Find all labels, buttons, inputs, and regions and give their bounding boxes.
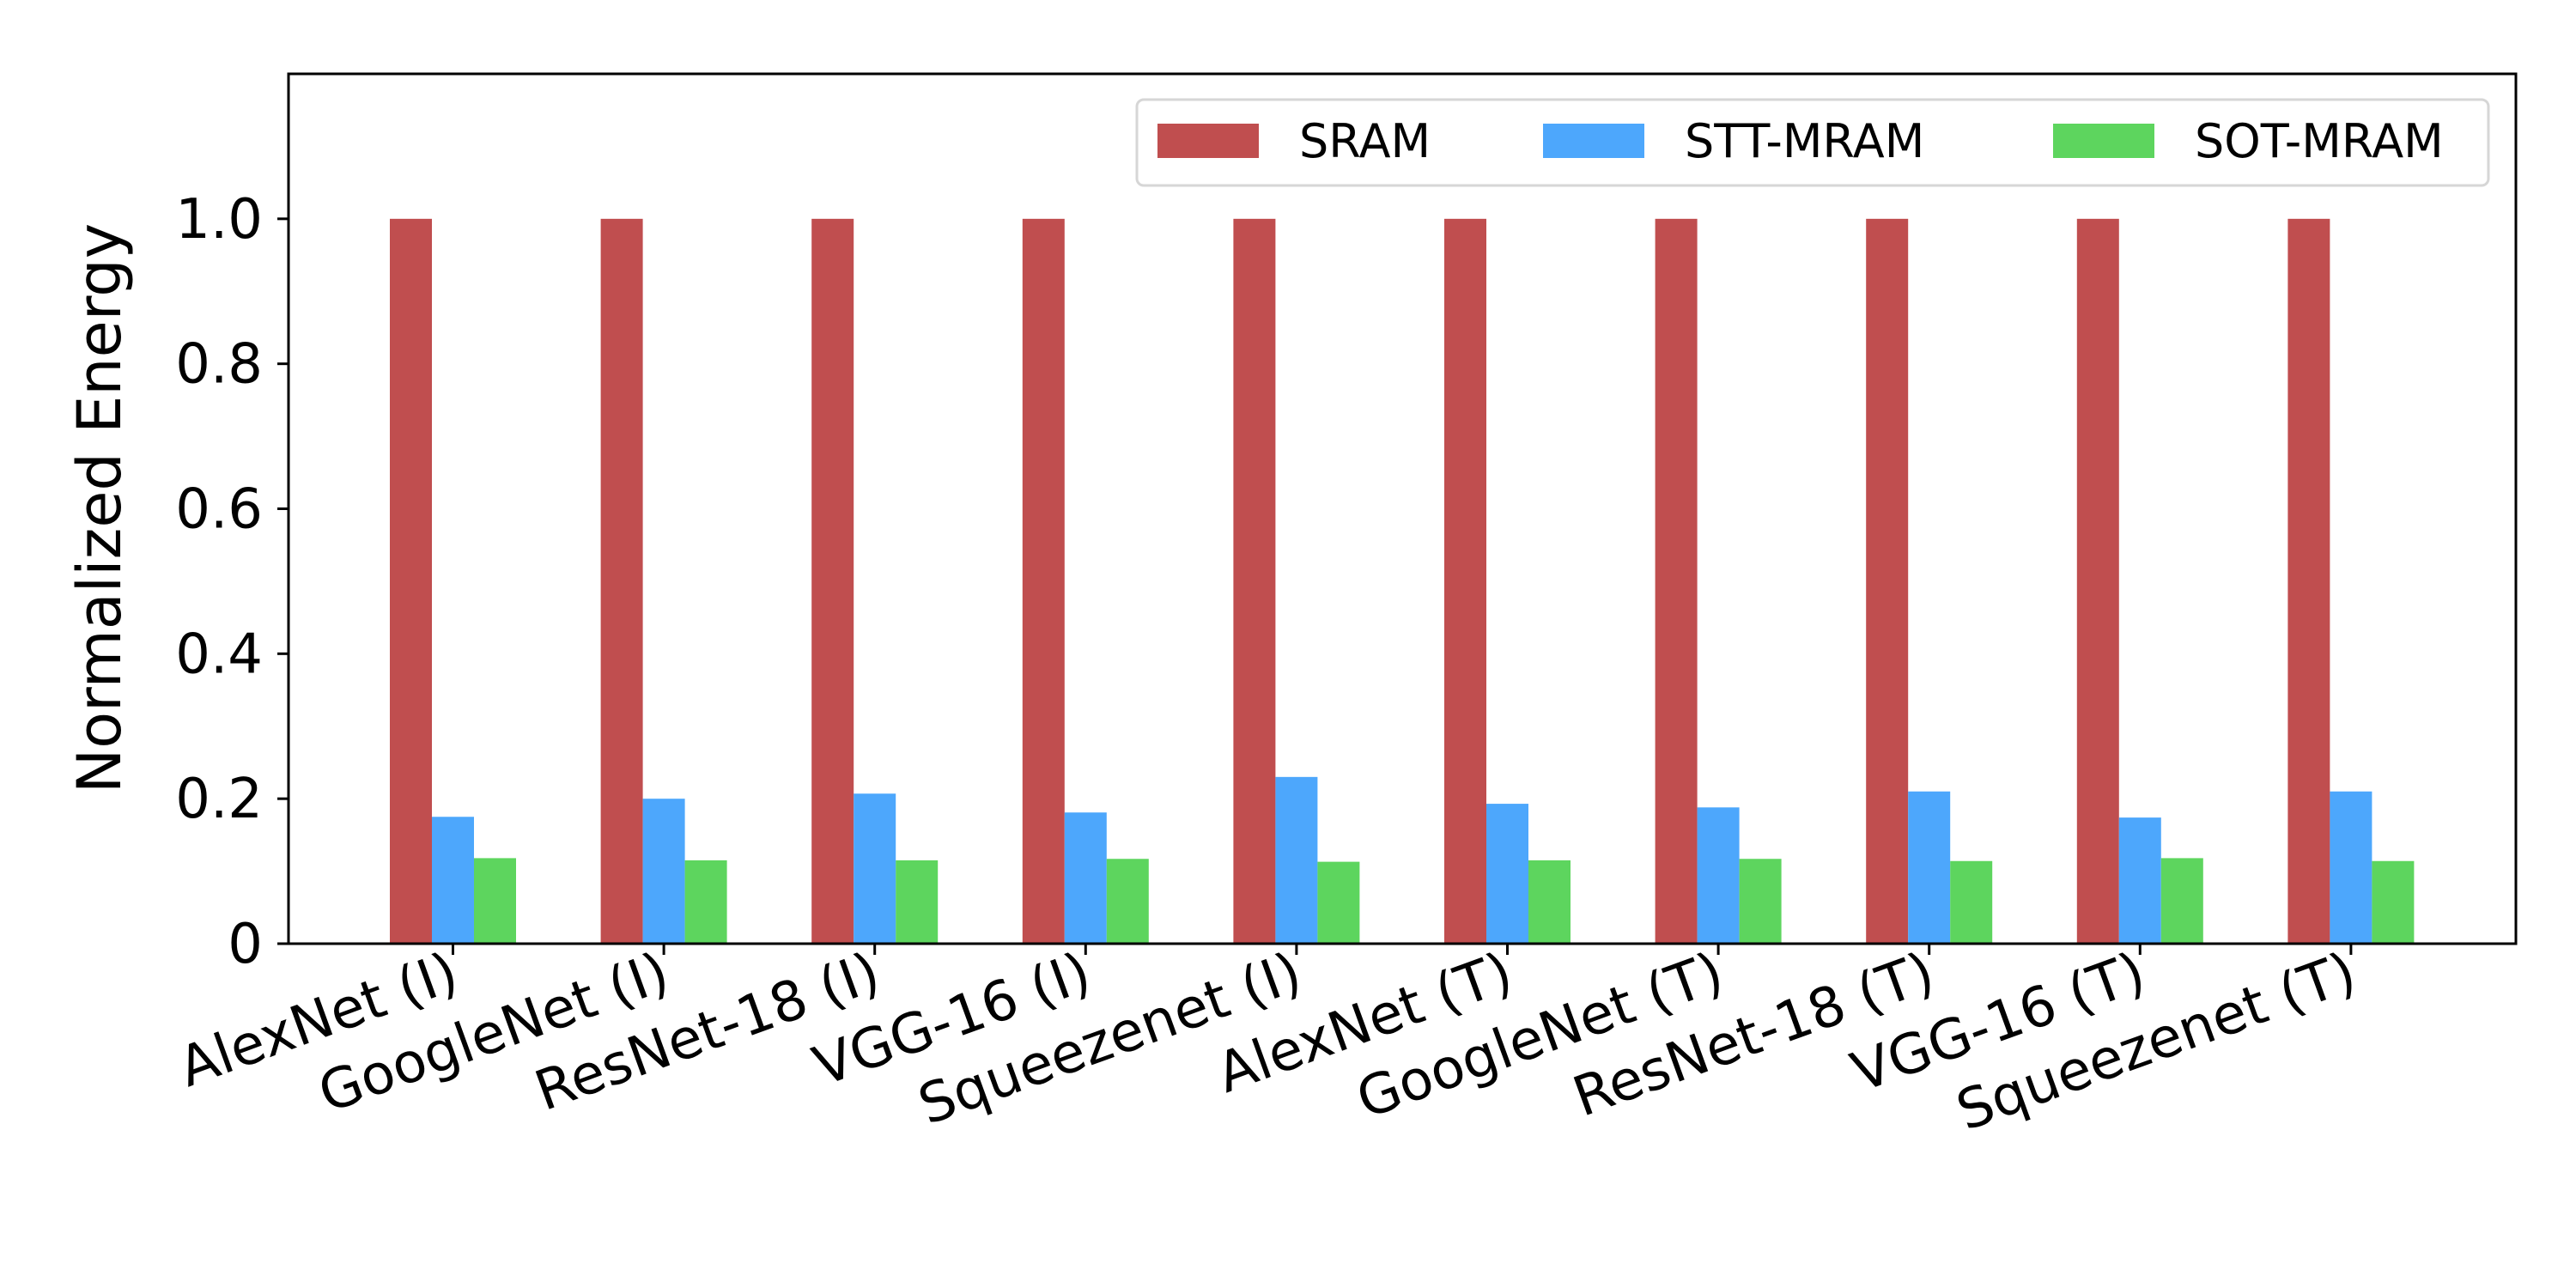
bar-stt-mram-10 bbox=[2330, 791, 2372, 944]
bar-stt-mram-3 bbox=[854, 793, 896, 944]
bar-sram-1 bbox=[390, 218, 432, 944]
bar-sot-mram-8 bbox=[1950, 860, 1993, 944]
bar-stt-mram-6 bbox=[1486, 804, 1528, 944]
legend-swatch-sram bbox=[1157, 124, 1259, 158]
bar-sram-7 bbox=[1655, 218, 1698, 944]
bar-sram-5 bbox=[1233, 218, 1276, 944]
bar-sot-mram-4 bbox=[1106, 859, 1149, 944]
legend-box bbox=[1135, 98, 2490, 187]
legend-label-stt-mram: STT-MRAM bbox=[1685, 114, 1924, 168]
legend-swatch-stt-mram bbox=[1543, 124, 1644, 158]
y-tick-label-0: 0 bbox=[228, 913, 263, 976]
legend-label-sram: SRAM bbox=[1299, 114, 1431, 168]
bar-sot-mram-1 bbox=[474, 858, 516, 944]
y-tick-label-1: 0.2 bbox=[175, 768, 263, 831]
bar-sram-9 bbox=[2076, 218, 2119, 944]
bar-stt-mram-2 bbox=[642, 799, 685, 944]
y-axis-label: Normalized Energy bbox=[64, 223, 135, 793]
y-tick-label-4: 0.8 bbox=[175, 333, 263, 397]
bar-sot-mram-5 bbox=[1317, 861, 1360, 944]
bar-sram-2 bbox=[600, 218, 643, 944]
bar-sot-mram-2 bbox=[684, 860, 727, 944]
bar-stt-mram-5 bbox=[1275, 776, 1318, 944]
bar-sram-10 bbox=[2287, 218, 2330, 944]
bars-layer bbox=[390, 218, 2415, 944]
x-axis: AlexNet (I)GoogleNet (I)ResNet-18 (I)VGG… bbox=[171, 940, 2364, 1143]
y-tick-label-3: 0.6 bbox=[175, 478, 263, 542]
bar-stt-mram-4 bbox=[1064, 812, 1107, 944]
bar-sot-mram-3 bbox=[896, 860, 939, 944]
bar-stt-mram-8 bbox=[1908, 791, 1951, 944]
bar-sot-mram-10 bbox=[2372, 860, 2415, 944]
bar-stt-mram-9 bbox=[2118, 817, 2161, 944]
legend: SRAM STT-MRAM SOT-MRAM bbox=[1135, 98, 2490, 187]
bar-sot-mram-7 bbox=[1739, 859, 1782, 944]
bar-sram-3 bbox=[811, 218, 854, 944]
bar-stt-mram-7 bbox=[1697, 807, 1740, 944]
y-tick-label-2: 0.4 bbox=[175, 623, 263, 686]
bar-stt-mram-1 bbox=[432, 817, 474, 944]
bar-sot-mram-9 bbox=[2160, 858, 2203, 944]
bar-sram-8 bbox=[1866, 218, 1909, 944]
y-axis: 0 0.2 0.4 0.6 0.8 1.0 bbox=[175, 188, 289, 976]
y-tick-label-5: 1.0 bbox=[175, 188, 263, 252]
bar-sram-6 bbox=[1444, 218, 1486, 944]
legend-label-sot-mram: SOT-MRAM bbox=[2195, 114, 2444, 168]
bar-sot-mram-6 bbox=[1528, 860, 1571, 944]
legend-swatch-sot-mram bbox=[2053, 124, 2154, 158]
bar-sram-4 bbox=[1022, 218, 1065, 944]
